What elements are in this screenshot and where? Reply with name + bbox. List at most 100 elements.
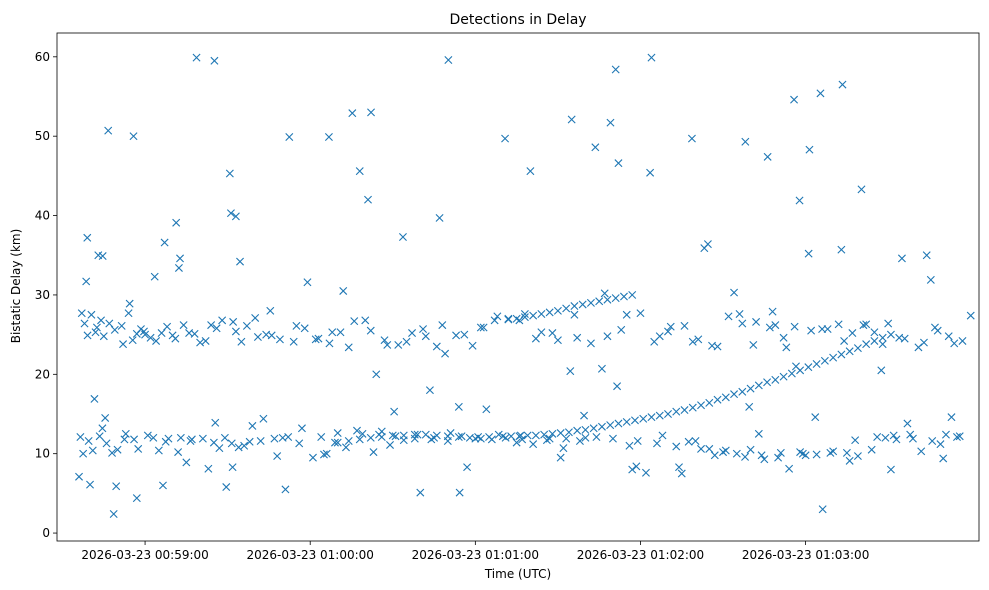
data-point xyxy=(463,463,472,472)
data-point xyxy=(735,309,744,318)
data-point xyxy=(273,452,282,461)
data-point xyxy=(339,286,348,295)
data-point xyxy=(754,429,763,438)
data-point xyxy=(647,413,656,422)
data-point xyxy=(804,249,813,258)
data-point xyxy=(580,411,589,420)
x-axis-label: Time (UTC) xyxy=(484,567,551,581)
data-point xyxy=(231,212,240,221)
data-point xyxy=(91,328,100,337)
data-point xyxy=(566,367,575,376)
data-point xyxy=(465,433,474,442)
data-point xyxy=(556,453,565,462)
data-point xyxy=(619,292,628,301)
data-point xyxy=(86,480,95,489)
data-point xyxy=(680,321,689,330)
data-point xyxy=(908,434,917,443)
data-point xyxy=(529,311,538,320)
data-point xyxy=(859,321,868,330)
chart-title: Detections in Delay xyxy=(449,12,586,28)
data-point xyxy=(795,196,804,205)
data-point xyxy=(366,326,375,335)
data-point xyxy=(752,317,761,326)
data-point xyxy=(297,424,306,433)
data-point xyxy=(889,431,898,440)
data-point xyxy=(176,433,185,442)
data-point xyxy=(944,332,953,341)
data-point xyxy=(119,340,128,349)
data-point xyxy=(586,339,595,348)
data-point xyxy=(210,56,219,65)
data-point xyxy=(842,448,851,457)
data-point xyxy=(226,209,235,218)
data-point xyxy=(633,436,642,445)
data-point xyxy=(455,488,464,497)
data-point xyxy=(377,433,386,442)
data-point xyxy=(229,317,238,326)
data-point xyxy=(785,464,794,473)
data-point xyxy=(358,429,367,438)
data-point xyxy=(150,272,159,281)
data-point xyxy=(705,444,714,453)
data-point xyxy=(892,435,901,444)
data-point xyxy=(504,314,513,323)
data-point xyxy=(688,337,697,346)
data-point xyxy=(531,431,540,440)
data-point xyxy=(330,438,339,447)
data-point xyxy=(454,402,463,411)
data-point xyxy=(336,328,345,337)
data-point xyxy=(328,328,337,337)
data-point xyxy=(586,298,595,307)
data-point xyxy=(161,437,170,446)
data-point xyxy=(487,435,496,444)
data-point xyxy=(545,434,554,443)
data-point xyxy=(941,430,950,439)
data-point xyxy=(398,233,407,241)
data-point xyxy=(228,463,237,472)
data-point xyxy=(390,407,399,416)
data-point xyxy=(531,334,540,343)
data-point xyxy=(245,437,254,446)
data-point xyxy=(468,341,477,350)
data-point xyxy=(611,65,620,74)
data-point xyxy=(771,375,780,384)
data-point xyxy=(149,433,158,442)
data-point xyxy=(613,382,622,391)
data-point xyxy=(564,428,573,437)
data-point xyxy=(154,446,163,455)
data-point xyxy=(88,446,97,455)
data-point xyxy=(421,332,430,341)
data-point xyxy=(234,443,243,452)
y-tick-label: 0 xyxy=(42,526,50,540)
data-point xyxy=(597,364,606,373)
data-point xyxy=(600,289,609,298)
data-point xyxy=(94,251,103,260)
data-point xyxy=(650,337,659,346)
data-point xyxy=(182,458,191,467)
data-point xyxy=(240,441,249,450)
data-point xyxy=(251,313,260,322)
data-point xyxy=(125,299,134,308)
data-point xyxy=(878,333,887,342)
data-point xyxy=(804,363,813,372)
data-point xyxy=(108,448,117,457)
data-point xyxy=(494,430,503,439)
data-point xyxy=(664,327,672,336)
data-point xyxy=(608,434,617,443)
data-point xyxy=(537,328,546,337)
data-point xyxy=(838,80,847,89)
data-point xyxy=(174,263,183,272)
data-point xyxy=(97,316,106,325)
data-point xyxy=(92,323,101,332)
data-point xyxy=(129,132,138,141)
x-tick-label: 2026-03-23 00:59:00 xyxy=(81,548,208,562)
data-point xyxy=(745,402,754,411)
data-point xyxy=(603,295,612,304)
data-point xyxy=(501,134,510,143)
data-point xyxy=(105,319,114,328)
data-point xyxy=(886,330,895,339)
data-point xyxy=(452,331,461,340)
data-point xyxy=(589,424,598,433)
data-point xyxy=(730,390,739,399)
data-point xyxy=(435,213,444,222)
